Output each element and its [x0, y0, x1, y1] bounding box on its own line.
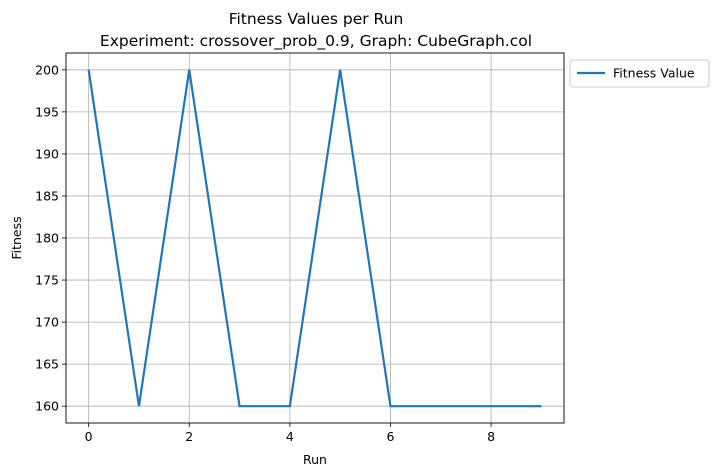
y-axis-label: Fitness [9, 216, 24, 259]
legend: Fitness Value [569, 59, 710, 88]
y-tick-label: 195 [35, 104, 59, 119]
series-line-fitness-value [87, 69, 542, 408]
y-tick-label: 165 [35, 357, 59, 372]
x-tick-label: 6 [386, 429, 394, 444]
y-tick-label: 200 [35, 62, 59, 77]
x-tick-label: 0 [85, 429, 93, 444]
chart-title: Fitness Values per Run [229, 10, 404, 28]
y-tick-label: 170 [35, 315, 59, 330]
x-tick-label: 4 [286, 429, 294, 444]
chart-subtitle: Experiment: crossover_prob_0.9, Graph: C… [100, 32, 532, 51]
series-layer [87, 69, 542, 408]
y-tick-label: 180 [35, 231, 59, 246]
y-tick-label: 185 [35, 188, 59, 203]
legend-label: Fitness Value [613, 66, 695, 81]
legend-box [569, 59, 710, 88]
y-tick-label: 175 [35, 273, 59, 288]
x-tick-label: 8 [487, 429, 495, 444]
x-axis-label: Run [303, 452, 327, 467]
axis-ticks: 0 2 4 6 8 160 165 170 175 180 185 190 195 200 [35, 62, 495, 444]
y-tick-label: 160 [35, 399, 59, 414]
x-tick-label: 2 [185, 429, 193, 444]
y-tick-label: 190 [35, 146, 59, 161]
